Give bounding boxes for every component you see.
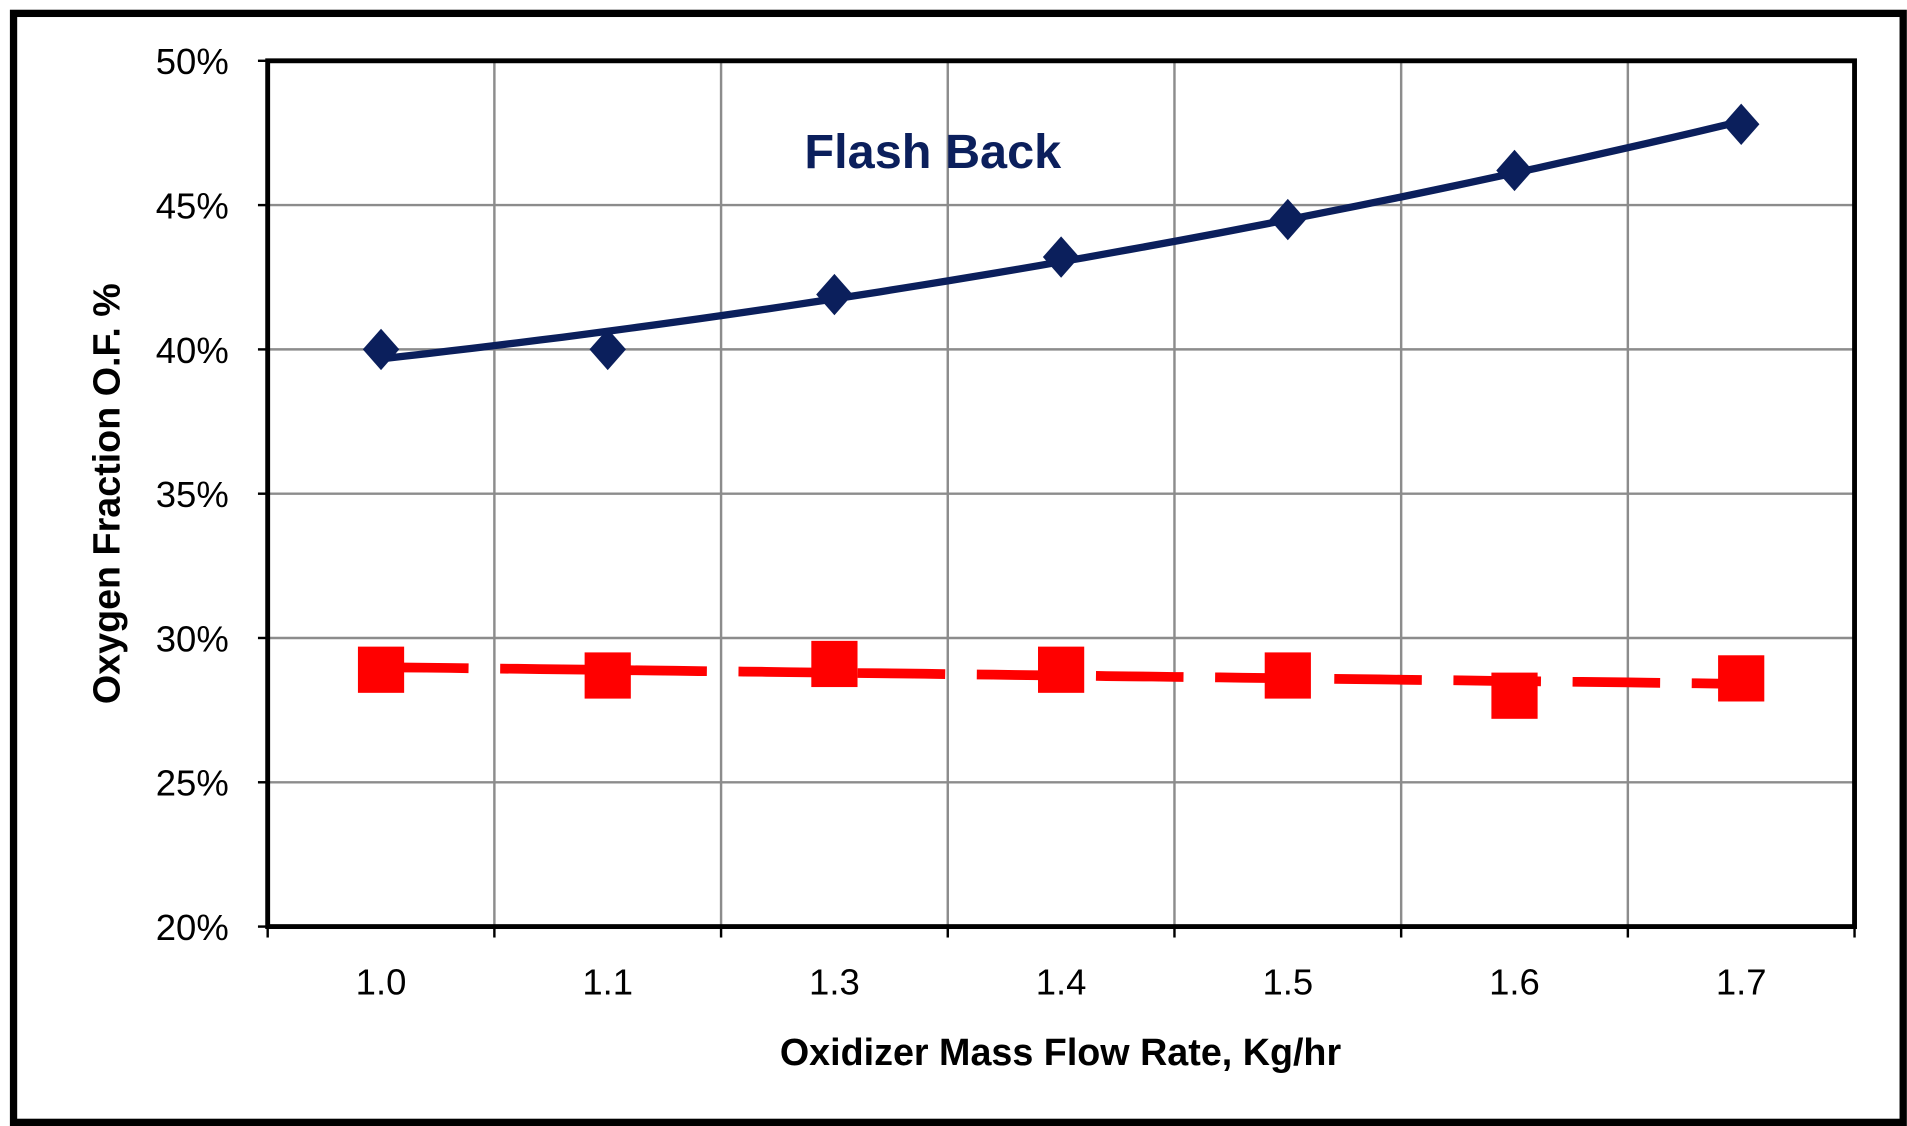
- x-axis-label: Oxidizer Mass Flow Rate, Kg/hr: [780, 1031, 1342, 1073]
- y-tick-label: 20%: [156, 907, 229, 948]
- diamond-marker: [1722, 103, 1760, 145]
- chart-frame: [9, 9, 1907, 1126]
- x-tick-label: 1.4: [1036, 962, 1087, 1003]
- diamond-marker: [1496, 149, 1533, 192]
- x-tick-label: 1.3: [809, 962, 860, 1003]
- y-tick-label: 40%: [156, 330, 229, 371]
- diamond-marker: [1269, 198, 1307, 241]
- y-tick-label: 35%: [156, 474, 229, 515]
- y-tick-label: 30%: [156, 618, 229, 659]
- x-tick-label: 1.7: [1716, 962, 1767, 1003]
- y-tick-label: 25%: [156, 763, 229, 804]
- diamond-marker: [1042, 236, 1080, 278]
- diamond-marker: [362, 328, 400, 371]
- square-marker: [811, 640, 858, 688]
- y-tick-label: 45%: [156, 185, 229, 226]
- x-tick-label: 1.6: [1489, 962, 1540, 1003]
- square-marker: [1491, 672, 1538, 719]
- square-marker: [1718, 655, 1765, 702]
- diamond-marker: [816, 273, 853, 316]
- square-marker: [1264, 652, 1311, 699]
- x-tick-label: 1.5: [1262, 962, 1313, 1003]
- square-marker: [1038, 646, 1085, 693]
- square-marker: [584, 652, 631, 699]
- y-tick-label: 50%: [156, 41, 229, 82]
- diamond-marker: [589, 328, 626, 371]
- x-tick-label: 1.0: [356, 962, 407, 1003]
- square-marker: [357, 646, 405, 693]
- flash-back-annotation: Flash Back: [804, 125, 1062, 179]
- x-tick-label: 1.1: [582, 962, 633, 1003]
- y-axis-label: Oxygen Fraction O.F. %: [85, 283, 127, 704]
